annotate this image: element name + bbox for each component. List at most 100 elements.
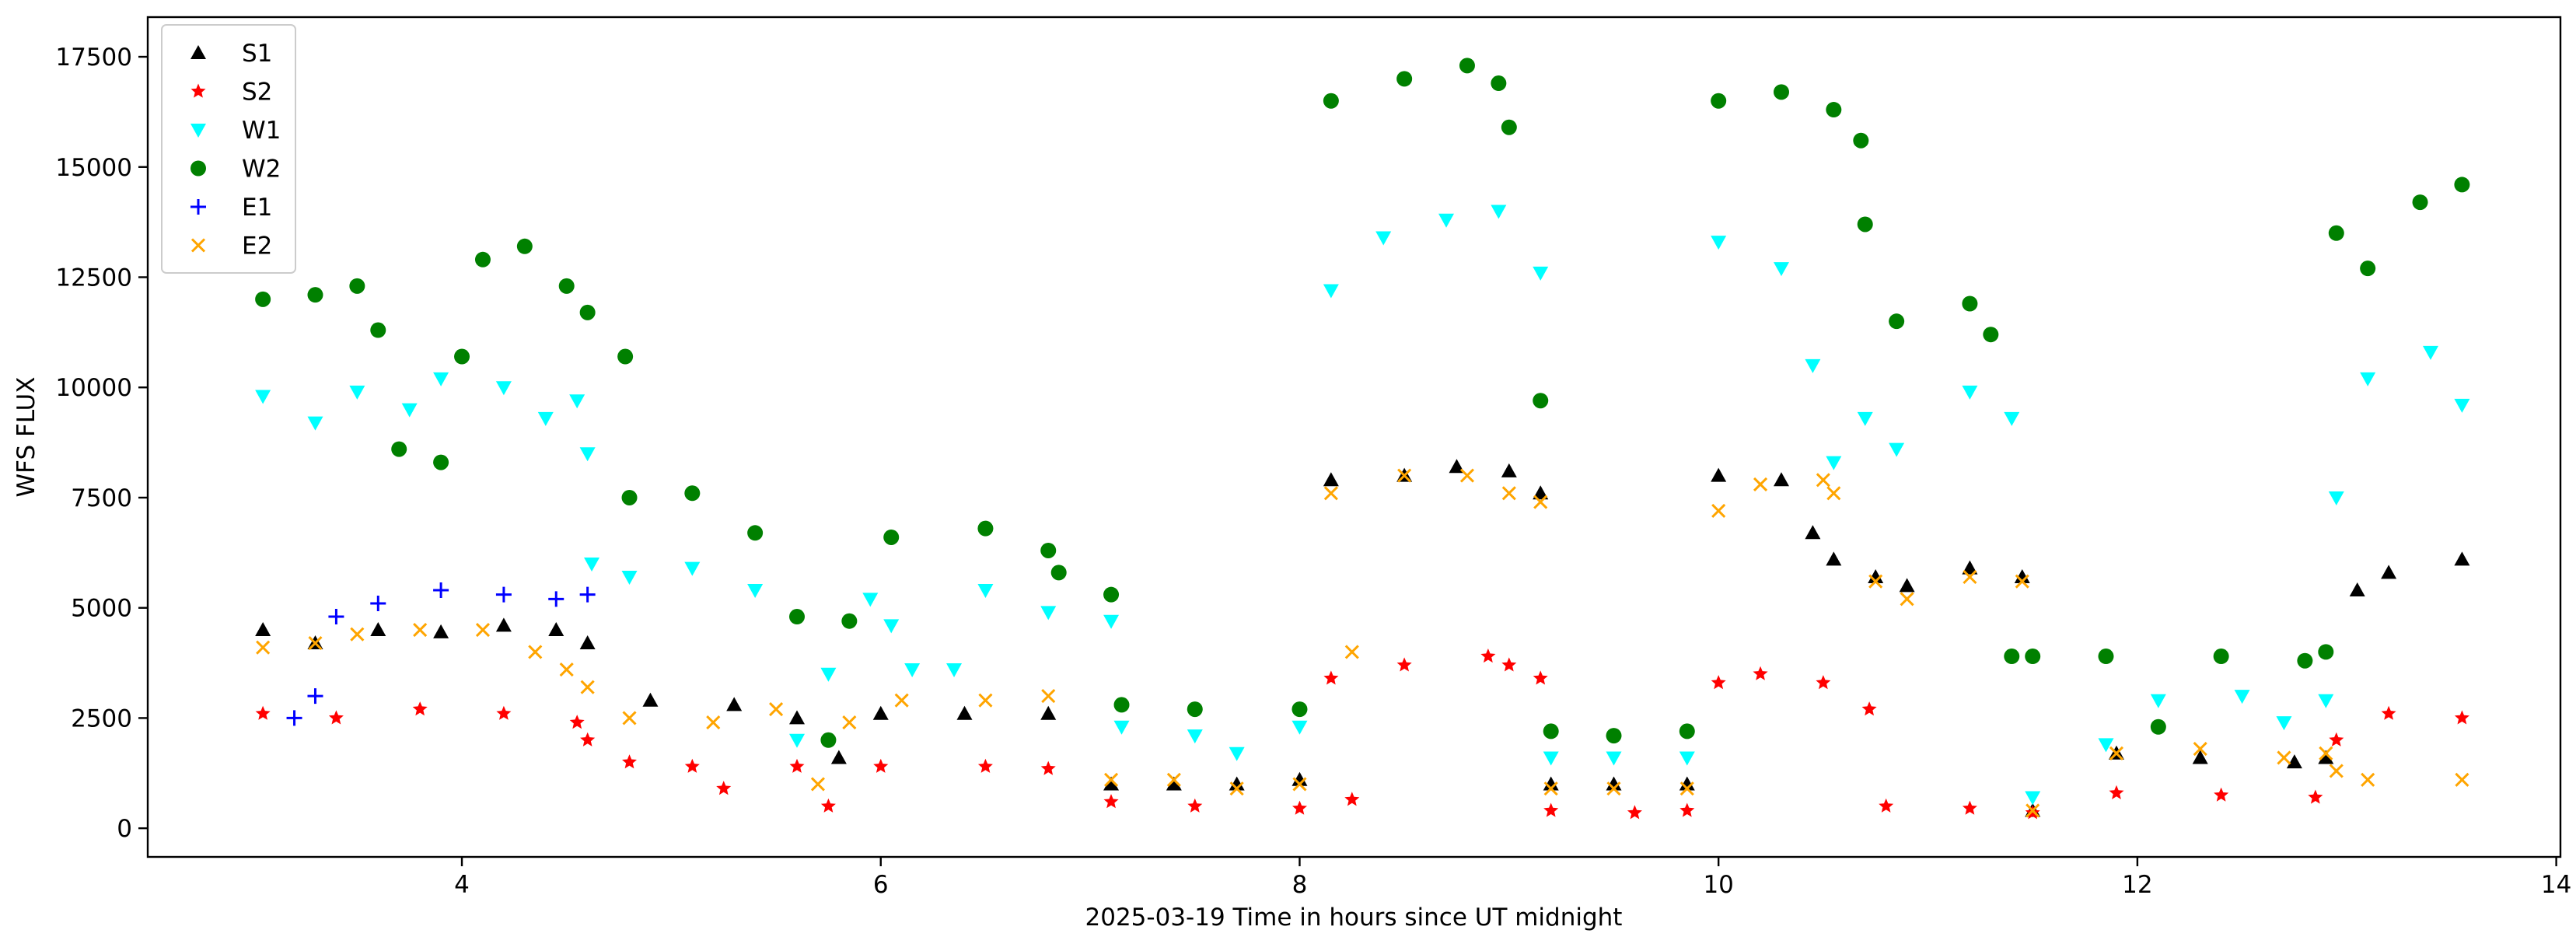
data-point-e1 <box>328 609 344 625</box>
data-point-w1 <box>1826 456 1842 470</box>
data-point-e1 <box>286 710 302 726</box>
data-point-s1 <box>1291 771 1308 786</box>
data-point-w1 <box>1711 236 1727 250</box>
data-point-w1 <box>401 403 418 418</box>
data-point-s2 <box>1103 794 1119 809</box>
data-point-s2 <box>1396 657 1412 672</box>
data-point-w2 <box>1857 216 1873 233</box>
data-point-e2 <box>1397 468 1412 483</box>
data-point-e1 <box>495 586 512 603</box>
data-point-w2 <box>684 485 701 502</box>
data-point-w2 <box>977 520 994 537</box>
data-point-e2 <box>1606 781 1621 796</box>
data-point-s2 <box>412 701 428 716</box>
data-point-w2 <box>2318 644 2334 660</box>
data-point-e2 <box>978 693 993 708</box>
data-point-s2 <box>1962 800 1977 815</box>
legend: S1 S2 W1 W2 E1 E2 <box>161 24 296 274</box>
data-point-s2 <box>1323 670 1339 685</box>
data-point-w2 <box>1983 327 1999 343</box>
data-point-s2 <box>1627 805 1642 820</box>
series-w1 <box>255 205 2470 806</box>
data-point-s1 <box>433 624 449 638</box>
y-tick-label: 5000 <box>71 595 132 623</box>
data-point-w1 <box>1040 606 1057 621</box>
data-point-e2 <box>1459 468 1475 483</box>
data-point-e2 <box>1229 781 1244 796</box>
data-point-s2 <box>820 798 836 813</box>
data-point-w1 <box>569 394 585 409</box>
data-point-w1 <box>1323 284 1339 299</box>
legend-marker-e2 <box>190 238 206 253</box>
data-point-w2 <box>1711 93 1727 109</box>
data-point-w2 <box>370 322 386 338</box>
data-point-e2 <box>528 645 543 659</box>
data-point-w1 <box>1103 614 1120 629</box>
data-point-w2 <box>349 278 365 294</box>
data-point-w2 <box>1962 295 1978 312</box>
data-point-w1 <box>2422 345 2438 360</box>
data-point-s2 <box>977 758 993 773</box>
data-point-e2 <box>1753 477 1768 492</box>
data-point-w1 <box>349 385 365 400</box>
data-point-s2 <box>1679 802 1695 817</box>
data-point-w1 <box>2150 694 2166 708</box>
data-point-w2 <box>1773 84 1789 100</box>
data-point-w2 <box>1040 542 1057 558</box>
x-axis-label: 2025-03-19 Time in hours since UT midnig… <box>1085 904 1623 932</box>
data-point-s1 <box>789 710 806 725</box>
data-point-w1 <box>2276 716 2292 731</box>
data-point-e2 <box>1900 592 1914 607</box>
data-point-e2 <box>2319 746 2333 760</box>
data-point-w1 <box>2360 372 2376 386</box>
data-point-s2 <box>496 705 512 720</box>
data-point-w1 <box>2004 411 2020 426</box>
data-point-s1 <box>1773 472 1789 487</box>
marks-layer <box>255 58 2470 820</box>
data-point-s1 <box>1166 776 1182 791</box>
data-point-s2 <box>255 705 271 720</box>
data-point-w1 <box>1606 751 1622 766</box>
data-point-s1 <box>1805 525 1821 540</box>
x-tick-label: 12 <box>2122 871 2152 899</box>
data-point-s2 <box>684 758 700 773</box>
data-point-s2 <box>1816 675 1831 690</box>
data-point-w2 <box>789 609 806 625</box>
legend-marker-w2 <box>190 160 206 177</box>
data-point-w1 <box>1773 262 1789 277</box>
data-point-s2 <box>622 754 637 769</box>
data-point-w1 <box>862 593 879 607</box>
data-point-s1 <box>495 617 512 632</box>
data-point-w2 <box>2454 177 2470 193</box>
data-point-w2 <box>1323 93 1339 109</box>
data-point-w2 <box>474 251 491 267</box>
data-point-w1 <box>584 557 600 572</box>
data-point-e2 <box>1711 503 1726 519</box>
data-point-s2 <box>789 758 805 773</box>
data-point-w2 <box>1679 723 1695 739</box>
data-point-w2 <box>255 291 271 307</box>
data-point-w2 <box>2004 649 2020 665</box>
data-point-e2 <box>1533 495 1548 509</box>
legend-label-e2: E2 <box>242 233 272 260</box>
data-point-e2 <box>894 693 909 708</box>
data-point-e2 <box>1826 486 1841 501</box>
data-point-s2 <box>1344 792 1360 806</box>
data-point-s1 <box>2014 569 2030 583</box>
data-point-w1 <box>307 416 323 431</box>
data-point-s1 <box>726 697 743 712</box>
data-point-s2 <box>1533 670 1548 685</box>
y-tick-label: 2500 <box>71 705 132 732</box>
legend-marker-s2 <box>190 83 206 98</box>
data-point-w2 <box>1543 723 1559 739</box>
data-point-s2 <box>1480 649 1496 663</box>
legend-item-e2: E2 <box>190 233 272 260</box>
data-point-w2 <box>841 613 858 629</box>
data-point-s1 <box>1962 560 1978 575</box>
data-point-w1 <box>2328 491 2344 505</box>
data-point-w1 <box>1543 751 1559 766</box>
series-s2 <box>255 649 2469 820</box>
data-point-s1 <box>370 622 386 637</box>
